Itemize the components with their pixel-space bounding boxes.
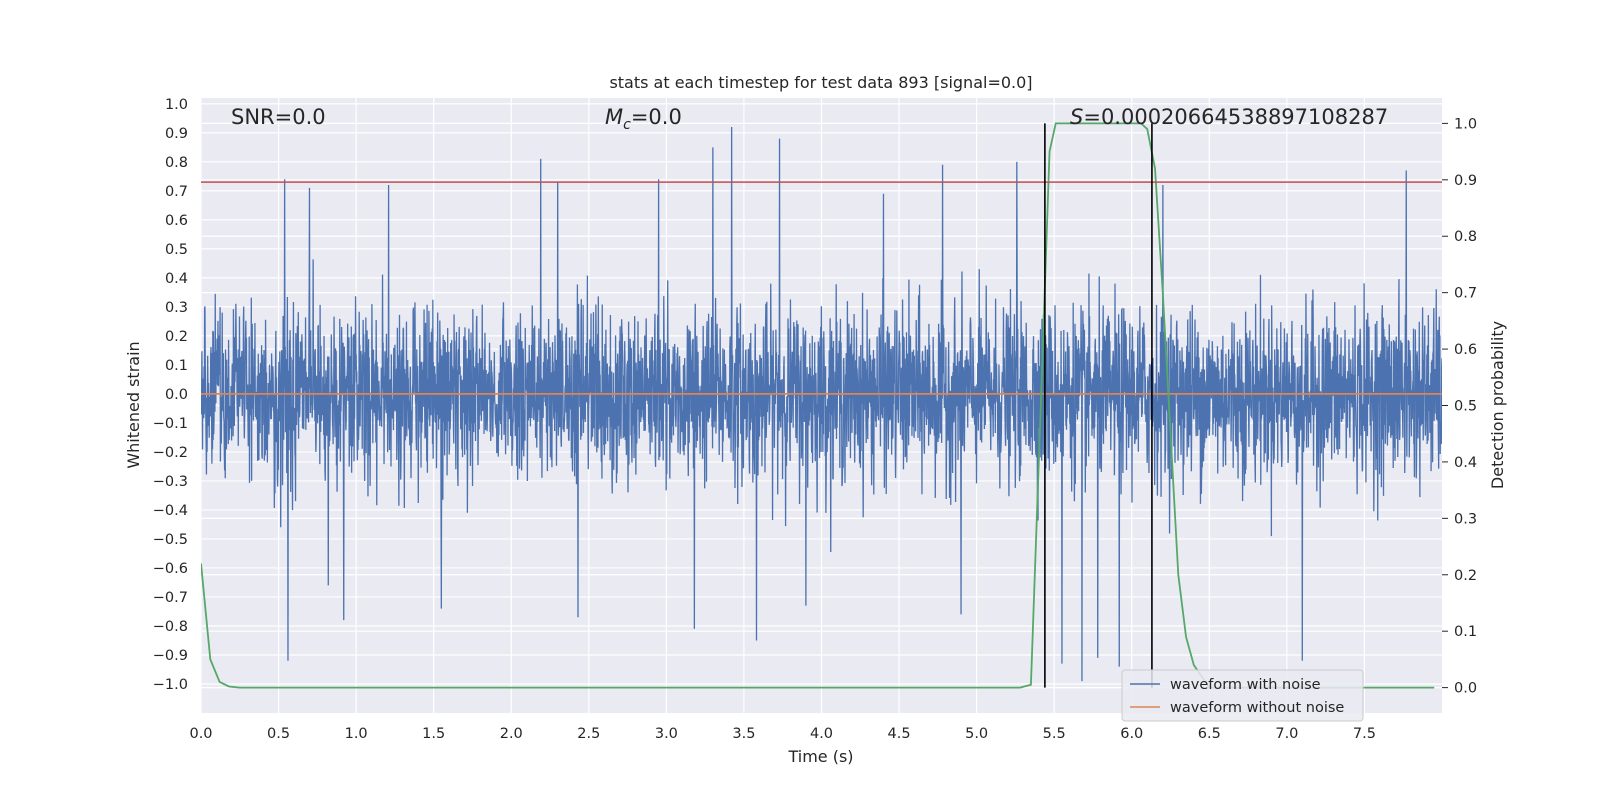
y2-tick-label: 0.5 — [1454, 399, 1477, 415]
x-tick-label: 4.0 — [810, 726, 833, 742]
y-tick-label: 0.4 — [165, 271, 188, 287]
chirp-mass-value: =0.0 — [631, 105, 682, 129]
y-tick-label: −0.2 — [153, 445, 188, 461]
y-tick-label: −0.7 — [153, 590, 188, 606]
y-tick-label: 0.6 — [165, 213, 188, 229]
x-tick-label: 5.5 — [1043, 726, 1066, 742]
series-waveform-with-noise — [201, 127, 1442, 682]
y2-tick-label: 0.3 — [1454, 511, 1477, 527]
noise-waveform — [201, 127, 1442, 682]
x-tick-label: 6.5 — [1198, 726, 1221, 742]
y2-axis-ticks: 1.0 0.9 0.8 0.7 0.6 0.5 0.4 0.3 0.2 0.1 0.0 — [1442, 116, 1477, 697]
y2-tick-label: 0.9 — [1454, 173, 1477, 189]
y-tick-label: 0.1 — [165, 358, 188, 374]
x-tick-label: 0.0 — [189, 726, 212, 742]
y-tick-label: 0.7 — [165, 184, 188, 200]
x-tick-label: 7.0 — [1275, 726, 1298, 742]
y-tick-label: 0.3 — [165, 300, 188, 316]
x-tick-label: 0.5 — [267, 726, 290, 742]
y2-tick-label: 0.6 — [1454, 342, 1477, 358]
x-tick-label: 3.5 — [732, 726, 755, 742]
x-axis-label: Time (s) — [787, 747, 853, 766]
x-tick-label: 3.0 — [655, 726, 678, 742]
x-tick-label: 1.5 — [422, 726, 445, 742]
y-tick-label: −0.3 — [153, 474, 188, 490]
y2-axis-label: Detection probability — [1488, 321, 1507, 489]
legend-label-with-noise: waveform with noise — [1170, 677, 1321, 693]
y-tick-label: 0.0 — [165, 387, 188, 403]
y-tick-label: 1.0 — [165, 97, 188, 113]
x-tick-label: 4.5 — [888, 726, 911, 742]
stat-symbol: S — [1070, 105, 1083, 129]
chirp-mass-subscript: c — [623, 117, 631, 133]
y-tick-label: 0.5 — [165, 242, 188, 258]
y2-tick-label: 0.7 — [1454, 286, 1477, 302]
x-tick-label: 7.5 — [1353, 726, 1376, 742]
y-tick-label: −0.1 — [153, 416, 188, 432]
y-tick-label: 0.2 — [165, 329, 188, 345]
y-tick-label: −0.5 — [153, 532, 188, 548]
y-tick-label: 0.8 — [165, 155, 188, 171]
legend-box — [1121, 669, 1364, 722]
x-tick-label: 5.0 — [965, 726, 988, 742]
snr-annotation: SNR=0.0 — [231, 105, 326, 129]
x-tick-label: 2.0 — [500, 726, 523, 742]
legend: waveform with noise waveform without noi… — [1121, 669, 1364, 722]
y2-tick-label: 0.1 — [1454, 624, 1477, 640]
y-axis-label: Whitened strain — [124, 341, 143, 468]
overlay — [201, 122, 1442, 689]
y-tick-label: −0.9 — [153, 648, 188, 664]
y-tick-label: −1.0 — [153, 677, 188, 693]
series-detection-probability — [201, 122, 1435, 689]
x-tick-label: 1.0 — [345, 726, 368, 742]
y2-tick-label: 0.8 — [1454, 229, 1477, 245]
y-tick-label: −0.8 — [153, 619, 188, 635]
y-axis-ticks: 1.0 0.9 0.8 0.7 0.6 0.5 0.4 0.3 0.2 0.1 0.0 −0.1 −0.… — [153, 97, 188, 693]
legend-label-without-noise: waveform without noise — [1170, 700, 1344, 716]
y2-tick-label: 0.0 — [1454, 681, 1477, 697]
y2-tick-label: 0.4 — [1454, 455, 1477, 471]
chart-title: stats at each timestep for test data 893… — [609, 73, 1032, 92]
y-tick-label: −0.6 — [153, 561, 188, 577]
y-tick-label: −0.4 — [153, 503, 188, 519]
chirp-mass-annotation: Mc=0.0 — [605, 105, 682, 133]
x-tick-label: 6.0 — [1120, 726, 1143, 742]
x-tick-label: 2.5 — [577, 726, 600, 742]
y-tick-label: 0.9 — [165, 126, 188, 142]
stat-value: =0.00020664538897108287 — [1083, 105, 1388, 129]
chirp-mass-symbol: M — [605, 105, 623, 129]
stat-annotation: S=0.00020664538897108287 — [1070, 105, 1388, 129]
y2-tick-label: 1.0 — [1454, 116, 1477, 132]
y2-tick-label: 0.2 — [1454, 568, 1477, 584]
x-axis-ticks: 0.0 0.5 1.0 1.5 2.0 2.5 3.0 3.5 4.0 4.5 5.0 5.5 6.0 6… — [189, 726, 1376, 742]
